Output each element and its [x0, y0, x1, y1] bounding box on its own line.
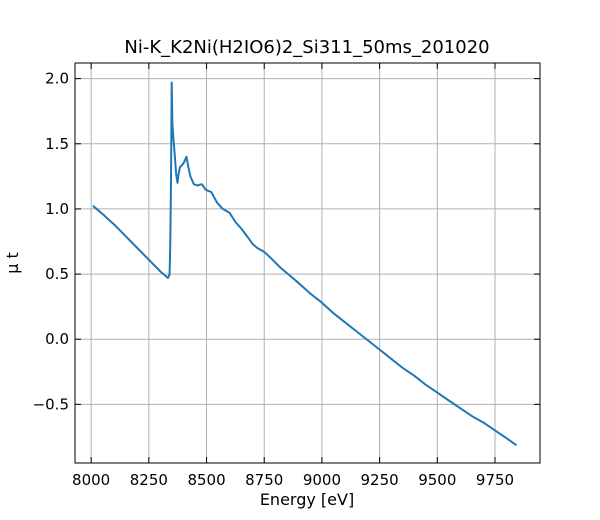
y-axis-label: μ t — [3, 252, 22, 274]
plot-frame — [74, 62, 541, 464]
x-tick-label: 8750 — [245, 471, 283, 489]
series-line — [92, 81, 517, 446]
y-tick-label: 1.0 — [45, 200, 69, 218]
x-tick-label: 8250 — [130, 471, 168, 489]
y-tick-label: 0.5 — [45, 265, 69, 283]
x-tick-label: 9250 — [361, 471, 399, 489]
grid — [75, 63, 540, 463]
y-tick-label: 1.5 — [45, 135, 69, 153]
x-tick-label: 8000 — [72, 471, 110, 489]
y-tick-label: −0.5 — [33, 395, 69, 413]
x-tick-label: 9500 — [418, 471, 456, 489]
y-tick-label: 0.0 — [45, 330, 69, 348]
x-tick-label: 8500 — [187, 471, 225, 489]
y-tick-label: 2.0 — [45, 70, 69, 88]
x-tick-label: 9750 — [476, 471, 514, 489]
x-tick-label: 9000 — [303, 471, 341, 489]
chart-title: Ni-K_K2Ni(H2IO6)2_Si311_50ms_201020 — [124, 37, 489, 58]
x-axis-label: Energy [eV] — [260, 490, 354, 509]
series-layer — [92, 81, 517, 446]
ticks: 8000 8250 8500 8750 9000 9250 9500 9750 −0.5 0.0 0… — [33, 63, 540, 489]
